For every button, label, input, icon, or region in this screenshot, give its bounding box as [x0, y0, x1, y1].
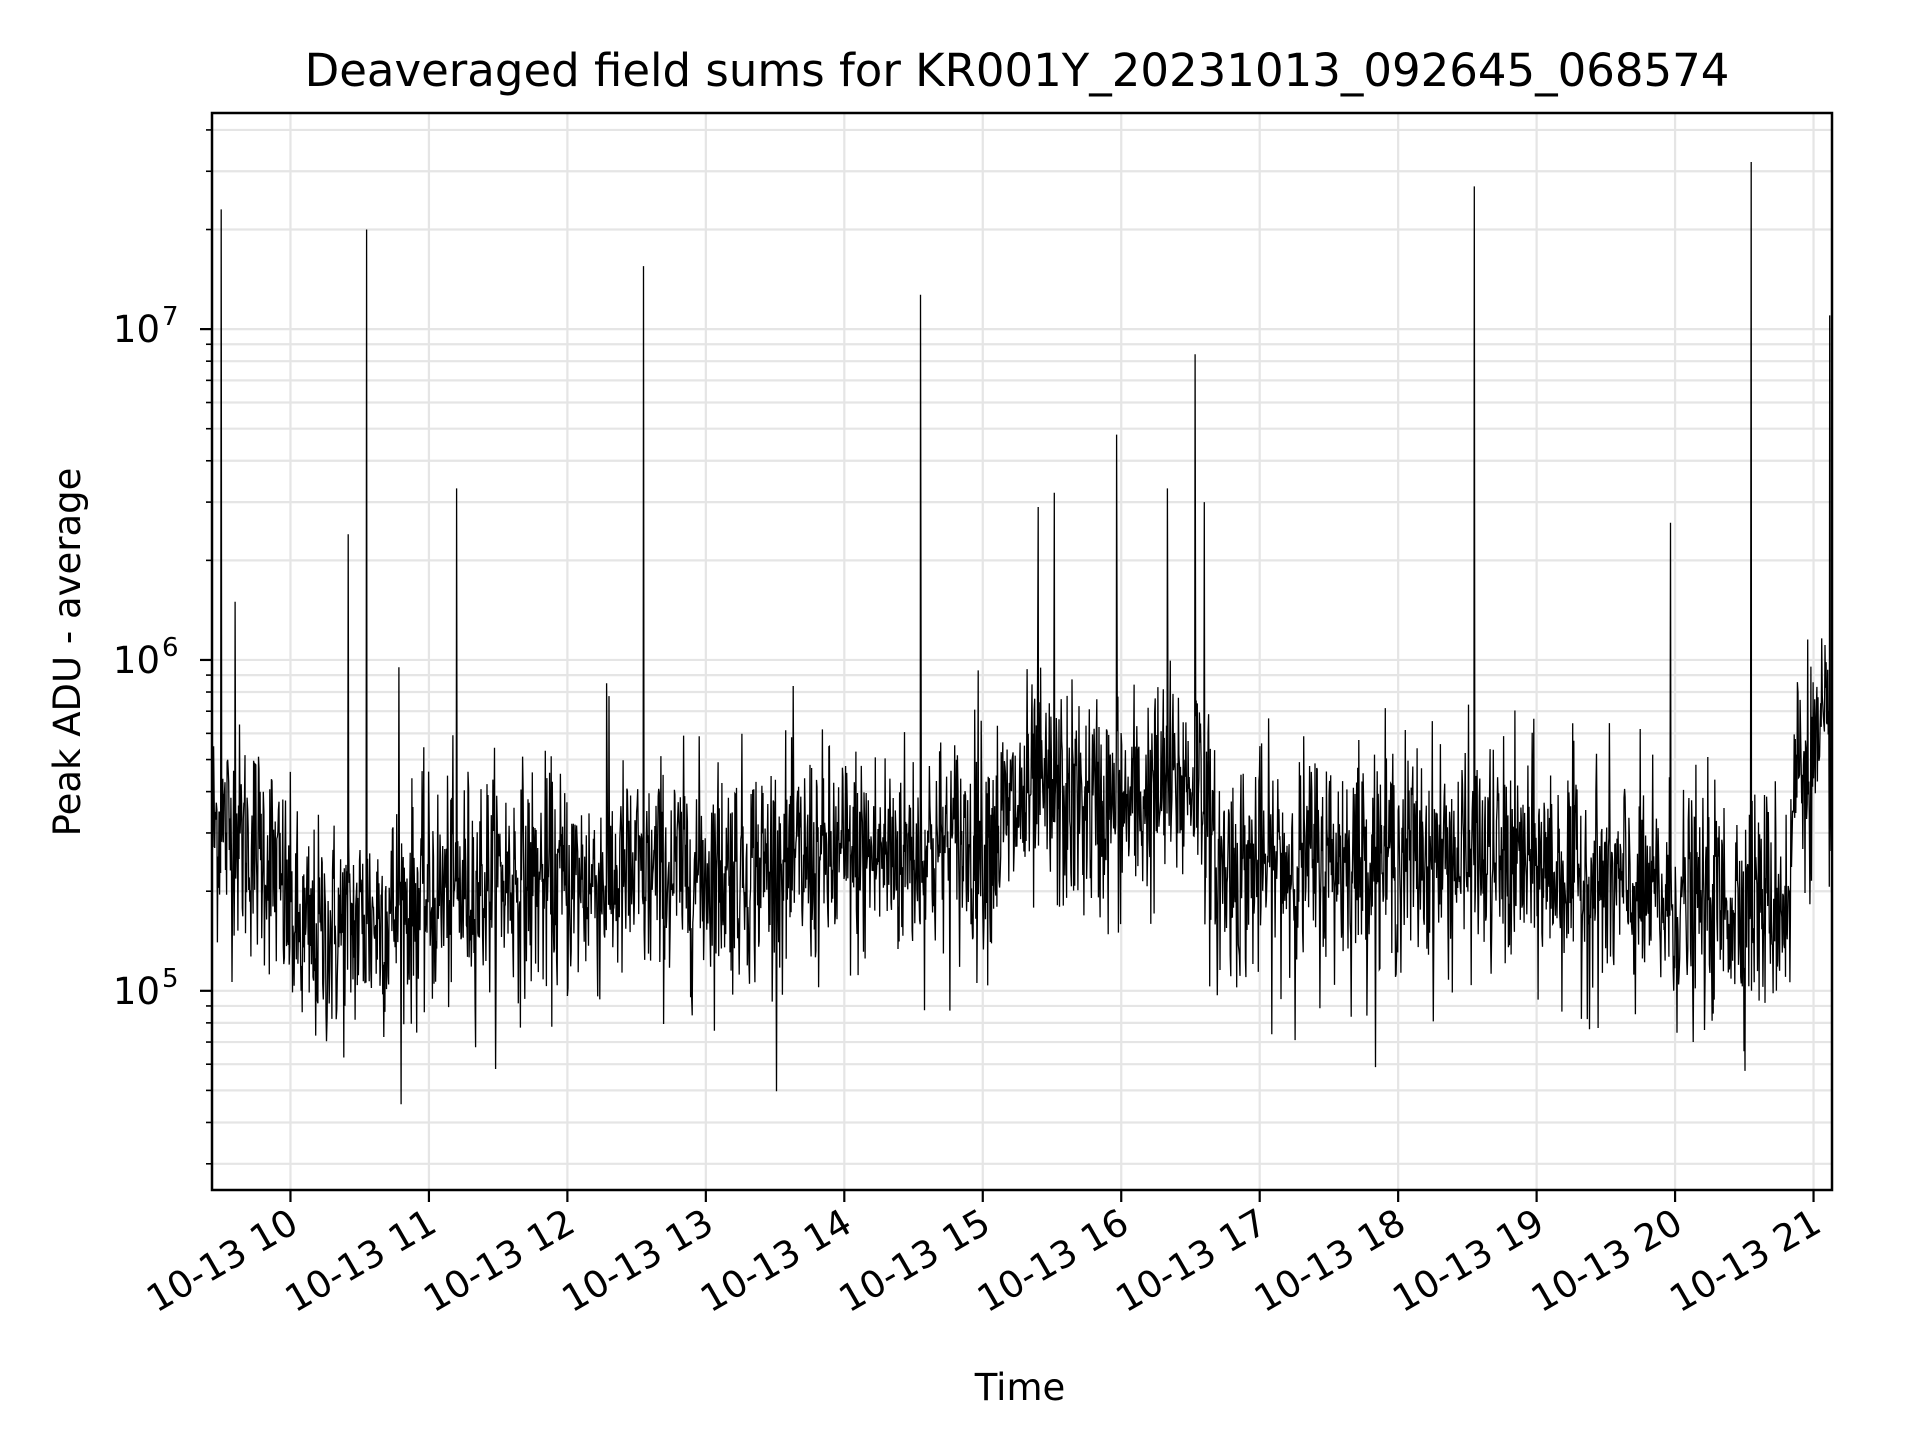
y-tick-label: 10 [113, 308, 160, 351]
chart-title: Deaveraged field sums for KR001Y_2023101… [305, 44, 1730, 97]
x-axis-label: Time [974, 1366, 1066, 1409]
y-tick-label: 10 [113, 970, 160, 1013]
y-tick-exponent: 7 [162, 302, 179, 332]
y-tick-exponent: 5 [162, 964, 179, 994]
plot-frame [210, 111, 1834, 1192]
y-tick-label: 10 [113, 639, 160, 682]
y-axis-label: Peak ADU - average [46, 468, 89, 837]
series-line [211, 161, 1833, 1105]
y-tick-exponent: 6 [162, 633, 179, 663]
series [211, 161, 1833, 1105]
